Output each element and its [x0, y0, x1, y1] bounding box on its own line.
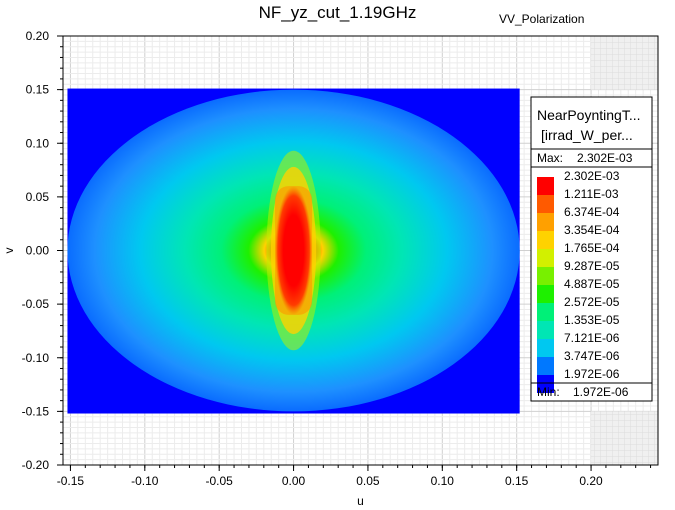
hatch-bottom-right: [591, 411, 658, 465]
legend-max-value: 2.302E-03: [577, 151, 633, 165]
legend-level-label: 1.765E-04: [564, 241, 620, 255]
x-tick-label: 0.05: [356, 474, 380, 488]
legend-min-value: 1.972E-06: [573, 385, 629, 399]
legend-swatch: [537, 357, 554, 375]
heatmap-data: [67, 88, 520, 414]
y-tick-label: 0.10: [26, 136, 50, 150]
x-tick-label: -0.05: [206, 474, 234, 488]
legend-swatch: [537, 231, 554, 249]
chart-title: NF_yz_cut_1.19GHz: [258, 3, 417, 22]
legend-swatch: [537, 321, 554, 339]
y-tick-label: -0.10: [22, 351, 50, 365]
y-tick-label: -0.20: [22, 458, 50, 472]
legend-min-label: Min:: [537, 385, 560, 399]
legend-max-label: Max:: [537, 151, 563, 165]
legend-title-line: NearPoyntingT...: [537, 107, 641, 123]
legend-level-label: 7.121E-06: [564, 331, 620, 345]
x-tick-label: -0.10: [131, 474, 159, 488]
axes: -0.15 -0.10 -0.05 0.00 0.05 0.10 0.15 0.20 0.20 0…: [2, 29, 652, 508]
hatch-top-right: [591, 36, 658, 90]
legend-swatch: [537, 339, 554, 357]
legend-swatch: [537, 195, 554, 213]
legend-level-label: 2.572E-05: [564, 295, 620, 309]
x-tick-label: -0.15: [57, 474, 85, 488]
out-of-range-region: [591, 36, 658, 465]
legend-swatch: [537, 213, 554, 231]
legend: NearPoyntingT...[irrad_W_per...Max: 2.302…: [530, 96, 653, 402]
y-tick-label: 0.00: [26, 244, 50, 258]
legend-swatch: [537, 249, 554, 267]
legend-level-label: 1.972E-06: [564, 367, 620, 381]
legend-title-line: [irrad_W_per...: [541, 127, 633, 143]
legend-swatch: [537, 375, 554, 393]
y-tick-label: 0.05: [26, 190, 50, 204]
legend-level-label: 2.302E-03: [564, 169, 620, 183]
y-tick-label: -0.15: [22, 404, 50, 418]
x-tick-label: 0.00: [282, 474, 306, 488]
polarization-label: VV_Polarization: [499, 12, 585, 26]
legend-swatch: [537, 285, 554, 303]
legend-level-label: 4.887E-05: [564, 277, 620, 291]
legend-swatch: [537, 267, 554, 285]
legend-level-label: 3.747E-06: [564, 349, 620, 363]
x-tick-label: 0.15: [505, 474, 529, 488]
y-tick-label: 0.20: [26, 29, 50, 43]
legend-swatch: [537, 177, 554, 195]
legend-level-label: 6.374E-04: [564, 205, 620, 219]
legend-level-label: 1.211E-03: [564, 187, 619, 201]
x-tick-label: 0.10: [431, 474, 455, 488]
field-core: [275, 186, 313, 315]
x-axis-label: u: [357, 494, 364, 508]
legend-level-label: 3.354E-04: [564, 223, 620, 237]
legend-swatch: [537, 303, 554, 321]
y-tick-label: 0.15: [26, 83, 50, 97]
legend-level-label: 9.287E-05: [564, 259, 620, 273]
legend-level-label: 1.353E-05: [564, 313, 620, 327]
x-tick-label: 0.20: [579, 474, 603, 488]
y-axis-label: v: [2, 248, 16, 254]
y-tick-label: -0.05: [22, 297, 50, 311]
